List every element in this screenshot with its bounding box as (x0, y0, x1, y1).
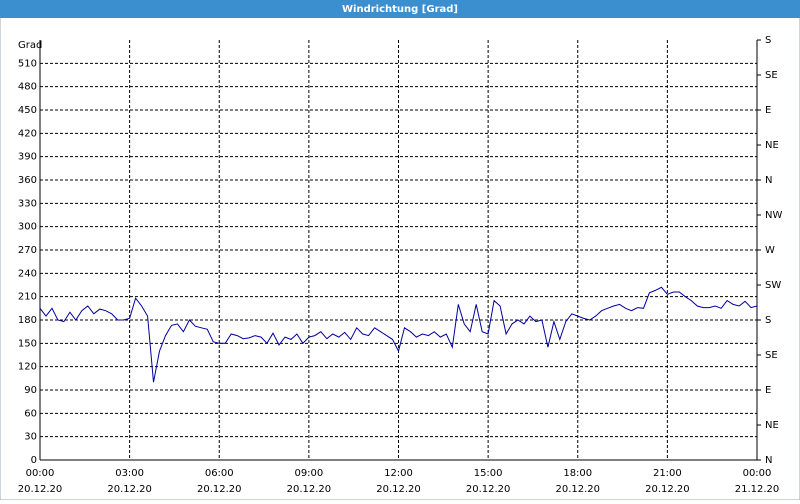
y-tick-label: 420 (18, 128, 37, 139)
y-tick-label: 360 (18, 175, 37, 186)
y-axis-label: Grad (18, 40, 42, 51)
y-tick-label: 270 (18, 245, 37, 256)
x-tick-label: 09:00 (294, 468, 323, 479)
x-tick-date: 20.12.20 (466, 484, 511, 495)
x-tick-date: 20.12.20 (18, 484, 63, 495)
y-tick-label: 240 (18, 268, 37, 279)
y2-tick-label: E (765, 105, 771, 116)
x-tick-date: 20.12.20 (197, 484, 242, 495)
y-tick-label: 30 (24, 432, 37, 443)
y2-tick-label: NE (765, 140, 779, 151)
x-tick-label: 03:00 (115, 468, 144, 479)
y-tick-label: 510 (18, 58, 37, 69)
x-tick-label: 12:00 (384, 468, 413, 479)
y-tick-label: 180 (18, 315, 37, 326)
y2-tick-label: SE (765, 70, 778, 81)
y-tick-label: 150 (18, 338, 37, 349)
chart-title: Windrichtung [Grad] (342, 4, 458, 15)
x-tick-label: 00:00 (743, 468, 772, 479)
y2-tick-label: N (765, 175, 772, 186)
y-tick-label: 0 (31, 455, 37, 466)
x-tick-date: 20.12.20 (645, 484, 690, 495)
y-tick-label: 60 (24, 408, 37, 419)
x-tick-date: 21.12.20 (735, 484, 780, 495)
y2-tick-label: SE (765, 350, 778, 361)
y2-tick-label: W (765, 245, 775, 256)
x-tick-date: 20.12.20 (287, 484, 332, 495)
title-bar (0, 0, 800, 18)
y2-tick-label: SW (765, 280, 781, 291)
x-tick-label: 18:00 (563, 468, 592, 479)
y2-tick-label: E (765, 385, 771, 396)
y-tick-label: 390 (18, 152, 37, 163)
x-tick-date: 20.12.20 (376, 484, 421, 495)
y-tick-label: 210 (18, 292, 37, 303)
x-tick-date: 20.12.20 (555, 484, 600, 495)
y-tick-label: 330 (18, 198, 37, 209)
x-tick-label: 00:00 (26, 468, 55, 479)
y2-tick-label: NW (765, 210, 782, 221)
y-tick-label: 120 (18, 362, 37, 373)
y2-tick-label: S (765, 35, 771, 46)
y2-tick-label: N (765, 455, 772, 466)
y-tick-label: 90 (24, 385, 37, 396)
y2-tick-label: NE (765, 420, 779, 431)
x-tick-label: 06:00 (205, 468, 234, 479)
data-line (39, 286, 758, 383)
y-tick-label: 300 (18, 222, 37, 233)
x-tick-label: 15:00 (474, 468, 503, 479)
y-tick-label: 480 (18, 82, 37, 93)
y2-tick-label: S (765, 315, 771, 326)
y-tick-label: 450 (18, 105, 37, 116)
x-tick-label: 21:00 (653, 468, 682, 479)
x-tick-date: 20.12.20 (107, 484, 152, 495)
